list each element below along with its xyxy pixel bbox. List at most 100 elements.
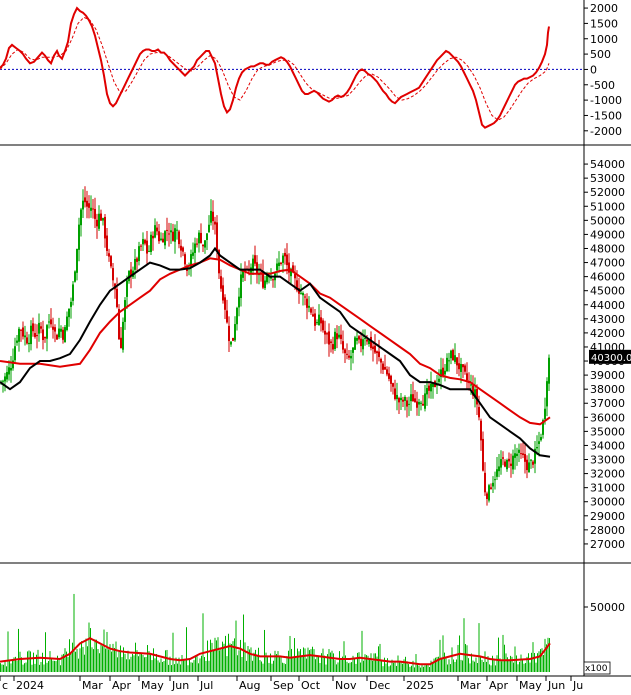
candle-body <box>302 293 304 296</box>
volume-bar <box>211 642 213 672</box>
candle-body <box>174 228 176 242</box>
volume-bar <box>205 660 207 672</box>
candle-body <box>412 394 414 402</box>
oscillator-y-tick-label: 500 <box>590 48 611 61</box>
volume-bar <box>546 644 547 672</box>
volume-bar <box>19 651 21 672</box>
candle-body <box>380 358 382 363</box>
volume-bar <box>82 646 84 672</box>
x-tick-label: May <box>519 679 542 691</box>
volume-bar <box>408 664 409 672</box>
volume-bar <box>369 659 370 672</box>
price-y-tick-label: 34000 <box>590 439 625 452</box>
candle-body <box>306 298 308 308</box>
candle-body <box>234 324 236 341</box>
candle-body <box>154 225 156 238</box>
candle-body <box>198 232 200 244</box>
volume-bar <box>28 650 30 672</box>
volume-bar <box>429 667 430 672</box>
candle-body <box>430 383 432 392</box>
volume-bar <box>96 639 97 672</box>
volume-bar <box>58 659 60 672</box>
candle-body <box>158 231 160 242</box>
volume-bar <box>81 641 82 672</box>
volume-bar <box>256 655 258 672</box>
candle-body <box>308 305 310 308</box>
volume-bar <box>315 659 316 672</box>
volume-bar <box>189 657 190 672</box>
volume-bar <box>15 656 16 672</box>
volume-bar <box>120 645 121 672</box>
volume-bar <box>322 648 324 672</box>
volume-bar <box>304 648 306 672</box>
candle-body <box>48 321 50 323</box>
volume-bar <box>45 632 46 672</box>
candle-body <box>530 459 532 461</box>
candle-body <box>254 255 256 264</box>
volume-bar <box>222 641 223 672</box>
candle-body <box>282 255 284 263</box>
candle-body <box>458 363 460 370</box>
candle-body <box>310 308 312 313</box>
volume-bar <box>48 661 49 672</box>
volume-bar <box>456 659 457 672</box>
volume-bar <box>198 663 199 672</box>
candle-body <box>320 317 322 324</box>
volume-bar <box>537 653 538 672</box>
price-y-tick-label: 30000 <box>590 496 625 509</box>
last-price-tag-box <box>589 349 631 364</box>
volume-bar <box>139 652 141 672</box>
volume-bar <box>279 655 280 672</box>
volume-bar <box>289 635 291 672</box>
volume-bar <box>334 660 336 672</box>
candle-body <box>126 280 128 297</box>
candle-body <box>248 270 250 272</box>
volume-bar <box>171 665 172 672</box>
candle-body <box>404 397 406 401</box>
candle-body <box>484 472 486 493</box>
volume-bar <box>342 656 343 672</box>
candle-body <box>528 462 530 473</box>
volume-bar <box>414 667 415 672</box>
volume-bar <box>265 652 267 672</box>
volume-bar <box>190 662 192 672</box>
volume-bar <box>34 663 36 672</box>
candle-body <box>542 420 544 435</box>
price-y-tick-label: 32000 <box>590 468 625 481</box>
volume-bar <box>436 656 438 672</box>
volume-bar <box>73 593 75 672</box>
x-tick-label: Ju <box>572 679 583 691</box>
candle-body <box>446 357 448 372</box>
volume-bar <box>330 652 331 672</box>
volume-bar <box>376 656 378 672</box>
volume-bar <box>547 637 549 672</box>
volume-bar <box>372 660 373 672</box>
volume-bar <box>426 663 427 672</box>
price-y-tick-label: 28000 <box>590 524 625 537</box>
x-tick-label: Jul <box>199 679 213 691</box>
candle-body <box>84 197 86 203</box>
candle-body <box>322 320 324 331</box>
candle-body <box>388 373 390 379</box>
candle-body <box>216 222 218 251</box>
candle-body <box>504 461 506 467</box>
volume-bar <box>192 662 193 672</box>
candle-body <box>286 254 288 266</box>
candle-body <box>352 347 354 353</box>
volume-bar <box>510 655 511 672</box>
volume-bar <box>540 649 541 672</box>
candle-body <box>396 394 398 400</box>
candle-body <box>20 329 22 331</box>
candle-body <box>464 365 466 372</box>
volume-bar <box>448 659 450 672</box>
volume-bar <box>388 666 390 672</box>
volume-bar <box>384 657 385 672</box>
candle-body <box>426 388 428 395</box>
candle-body <box>340 334 342 339</box>
candle-body <box>222 285 224 301</box>
candle-body <box>122 321 124 350</box>
volume-bar <box>271 663 273 672</box>
candle-body <box>202 244 204 247</box>
candle-body <box>262 272 264 288</box>
